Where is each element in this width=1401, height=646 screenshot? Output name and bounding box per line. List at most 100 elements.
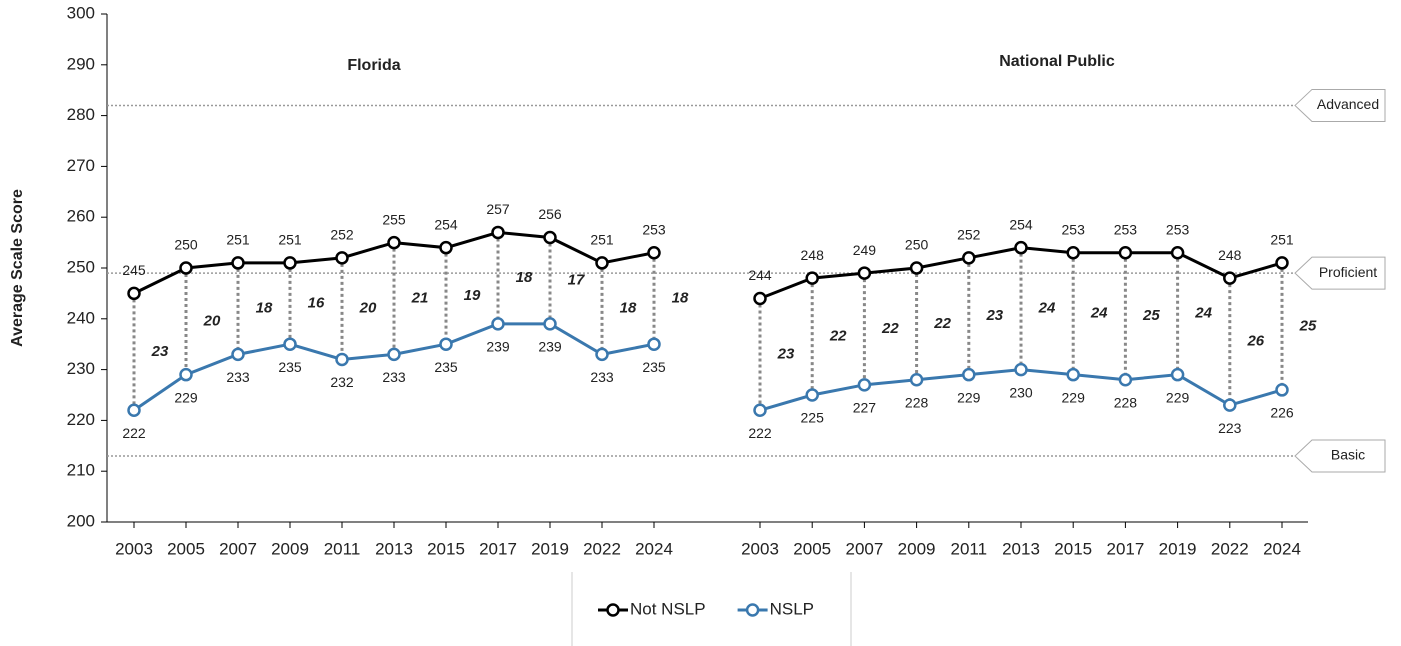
data-label: 233	[226, 369, 250, 385]
data-label: 251	[1270, 232, 1294, 248]
point	[283, 256, 297, 270]
x-tick-label: 2009	[271, 539, 309, 558]
data-label: 239	[486, 339, 510, 355]
point	[127, 286, 141, 301]
y-tick-label: 290	[67, 54, 95, 73]
data-label: 251	[226, 232, 250, 248]
data-label: 239	[538, 339, 562, 355]
point	[962, 367, 976, 382]
x-tick-label: 2011	[951, 539, 988, 558]
point	[231, 256, 245, 270]
point	[543, 317, 557, 331]
x-tick-label: 2022	[1211, 539, 1249, 558]
level-label: Basic	[1331, 447, 1365, 463]
y-tick-label: 200	[67, 511, 95, 530]
y-tick-label: 250	[67, 257, 95, 276]
point	[1066, 246, 1080, 260]
data-label: 230	[1009, 384, 1033, 400]
x-tick-label: 2005	[793, 539, 831, 558]
gap-label: 25	[1142, 307, 1160, 324]
y-tick-label: 230	[67, 359, 95, 378]
level-tag	[1294, 439, 1386, 473]
gap-label: 21	[411, 289, 429, 306]
gap-label: 18	[516, 269, 533, 286]
point	[1118, 373, 1133, 387]
data-label: 229	[957, 389, 981, 405]
x-tick-label: 2024	[1263, 539, 1301, 558]
legend-label: Not NSLP	[630, 599, 706, 618]
point	[753, 291, 767, 306]
y-tick-label: 240	[67, 308, 95, 327]
gap-label: 25	[1299, 317, 1317, 334]
x-tick-label: 2011	[324, 539, 361, 558]
y-tick-label: 280	[67, 105, 95, 124]
point	[1170, 246, 1185, 260]
point	[335, 352, 349, 367]
point	[1223, 398, 1237, 412]
data-label: 257	[486, 201, 510, 217]
x-tick-label: 2022	[583, 539, 621, 558]
x-tick-label: 2009	[898, 539, 936, 558]
point	[283, 337, 297, 351]
x-tick-label: 2017	[479, 539, 517, 558]
level-label: Proficient	[1319, 264, 1377, 280]
point	[491, 317, 505, 331]
x-tick-label: 2015	[1054, 539, 1092, 558]
gap-label: 23	[985, 307, 1003, 324]
data-label: 229	[1166, 389, 1190, 405]
point	[543, 230, 557, 245]
y-tick-label: 260	[67, 207, 95, 226]
point	[1066, 367, 1080, 382]
point	[595, 347, 609, 362]
gap-label: 19	[464, 287, 481, 304]
point	[909, 373, 924, 387]
data-label: 251	[278, 232, 302, 248]
data-label: 233	[382, 369, 406, 385]
data-label: 253	[1166, 221, 1190, 237]
point	[1223, 271, 1237, 285]
point	[753, 403, 767, 417]
data-label: 250	[174, 237, 198, 253]
x-tick-label: 2003	[115, 539, 153, 558]
legend-marker	[606, 603, 620, 617]
gap-label: 17	[568, 272, 585, 289]
data-label: 228	[905, 394, 929, 410]
data-label: 249	[853, 242, 877, 258]
data-label: 251	[590, 232, 614, 248]
gap-label: 26	[1246, 333, 1264, 350]
point	[647, 337, 661, 351]
y-tick-label: 220	[67, 410, 95, 429]
x-tick-label: 2019	[531, 539, 569, 558]
gap-label: 18	[256, 300, 273, 317]
point	[1275, 256, 1289, 270]
x-tick-label: 2019	[1159, 539, 1197, 558]
data-label: 256	[538, 206, 562, 222]
data-label: 253	[1114, 221, 1138, 237]
x-tick-label: 2024	[635, 539, 673, 558]
gap-label: 23	[151, 343, 169, 360]
series-line	[133, 322, 655, 412]
point	[335, 251, 349, 265]
point	[857, 266, 872, 280]
level-tag	[1294, 256, 1386, 290]
point	[1118, 246, 1133, 260]
x-tick-label: 2013	[375, 539, 413, 558]
point	[179, 367, 193, 382]
x-tick-label: 2007	[845, 539, 883, 558]
gap-label: 22	[829, 328, 847, 345]
x-tick-label: 2007	[219, 539, 257, 558]
y-tick-label: 300	[67, 3, 95, 22]
y-axis-label: Average Scale Score	[9, 189, 26, 347]
point	[1014, 240, 1028, 255]
level-tag	[1294, 88, 1386, 122]
data-label: 233	[590, 369, 614, 385]
gap-label: 18	[620, 300, 637, 317]
data-label: 235	[278, 359, 302, 375]
point	[387, 347, 401, 362]
data-label: 244	[748, 267, 772, 283]
point	[179, 261, 193, 275]
data-label: 245	[122, 262, 146, 278]
point	[1170, 367, 1185, 382]
x-tick-label: 2015	[427, 539, 465, 558]
point	[647, 246, 661, 260]
